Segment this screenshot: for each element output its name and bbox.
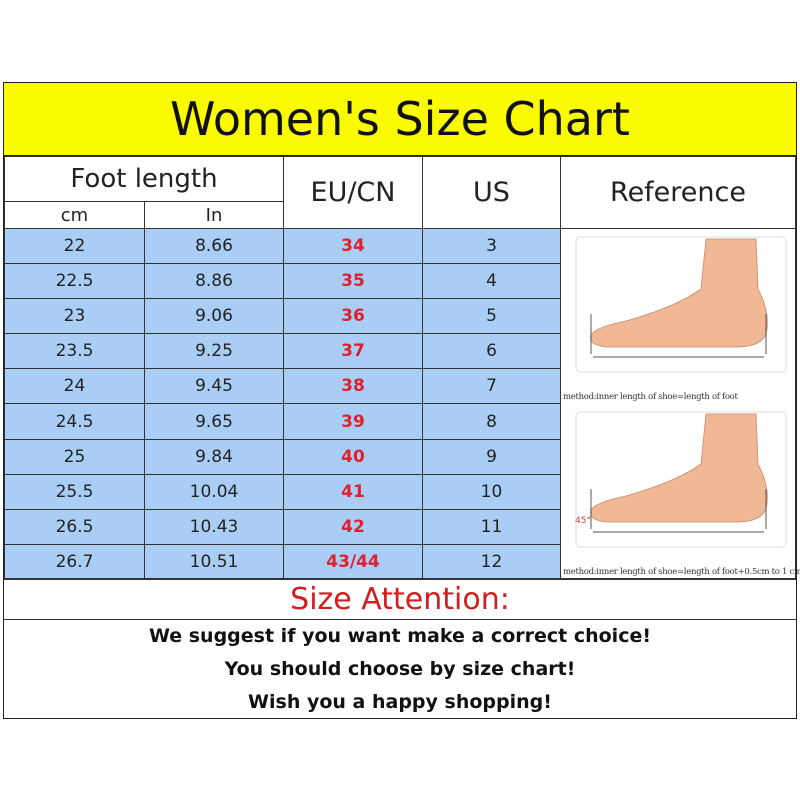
reference-cell: method:inner length of shoe=length of fo…: [560, 228, 800, 580]
cell-in: 8.86: [144, 263, 284, 300]
cell-eu: 39: [283, 403, 423, 440]
reference-caption-1: method:inner length of shoe=length of fo…: [563, 392, 738, 402]
cell-eu: 36: [283, 298, 423, 335]
cell-eu: 34: [283, 227, 423, 265]
size-attention-title: Size Attention:: [4, 578, 796, 620]
cell-eu: 41: [283, 473, 423, 510]
cell-eu: 35: [283, 263, 423, 300]
header-eu-cn: EU/CN: [283, 156, 423, 229]
table-row: 25.5 10.04 41 10: [4, 473, 796, 510]
table-row: 26.5 10.43 42 11: [4, 508, 796, 545]
header-us: US: [422, 156, 561, 229]
cell-eu: 42: [283, 508, 423, 545]
cell-cm: 24: [4, 368, 145, 405]
cell-cm: 23.5: [4, 333, 145, 370]
foot-diagram-2: 45° method:inner length of shoe=length of…: [561, 404, 800, 579]
cell-eu: 38: [283, 368, 423, 405]
cell-cm: 22.5: [4, 263, 145, 300]
table-row: 22 8.66 34 3 method:inner length of shoe=le…: [4, 227, 800, 580]
size-table: Foot length EU/CN US Reference cm In 22 8…: [4, 156, 800, 581]
cell-us: 7: [422, 368, 561, 405]
attention-messages: We suggest if you want make a correct ch…: [4, 620, 796, 719]
cell-in: 9.25: [144, 333, 284, 370]
header-foot-length: Foot length: [4, 156, 284, 202]
cell-in: 10.04: [144, 473, 284, 510]
attention-line: You should choose by size chart!: [224, 658, 576, 680]
foot-diagram-1: method:inner length of shoe=length of fo…: [561, 229, 795, 404]
cell-eu: 43/44: [283, 543, 423, 581]
angle-label: 45°: [575, 516, 591, 526]
cell-us: 11: [422, 508, 561, 545]
cell-us: 8: [422, 403, 561, 440]
cell-us: 3: [422, 227, 561, 265]
cell-cm: 23: [4, 298, 145, 335]
cell-in: 9.84: [144, 438, 284, 475]
chart-title: Women's Size Chart: [4, 83, 796, 156]
cell-cm: 26.7: [4, 543, 145, 581]
cell-in: 9.45: [144, 368, 284, 405]
cell-us: 4: [422, 263, 561, 300]
cell-cm: 25.5: [4, 473, 145, 510]
header-in: In: [144, 201, 284, 229]
cell-cm: 26.5: [4, 508, 145, 545]
cell-in: 8.66: [144, 227, 284, 265]
cell-us: 10: [422, 473, 561, 510]
cell-in: 10.43: [144, 508, 284, 545]
size-chart: Women's Size Chart Foot length EU/CN US …: [3, 82, 800, 719]
cell-us: 5: [422, 298, 561, 335]
cell-cm: 25: [4, 438, 145, 475]
attention-line: Wish you a happy shopping!: [248, 691, 552, 713]
header-reference: Reference: [560, 156, 796, 229]
cell-in: 10.51: [144, 543, 284, 581]
reference-caption-2: method:inner length of shoe=length of fo…: [563, 567, 800, 577]
cell-us: 9: [422, 438, 561, 475]
cell-cm: 24.5: [4, 403, 145, 440]
cell-us: 12: [422, 543, 561, 581]
attention-line: We suggest if you want make a correct ch…: [148, 625, 652, 647]
table-row: 22.5 8.86 35 4: [4, 263, 796, 300]
cell-eu: 37: [283, 333, 423, 370]
header-cm: cm: [4, 201, 145, 229]
table-row: 24.5 9.65 39 8: [4, 403, 796, 440]
cell-in: 9.65: [144, 403, 284, 440]
cell-cm: 22: [4, 227, 145, 265]
cell-us: 6: [422, 333, 561, 370]
cell-in: 9.06: [144, 298, 284, 335]
table-row: 25 9.84 40 9: [4, 438, 796, 475]
cell-eu: 40: [283, 438, 423, 475]
